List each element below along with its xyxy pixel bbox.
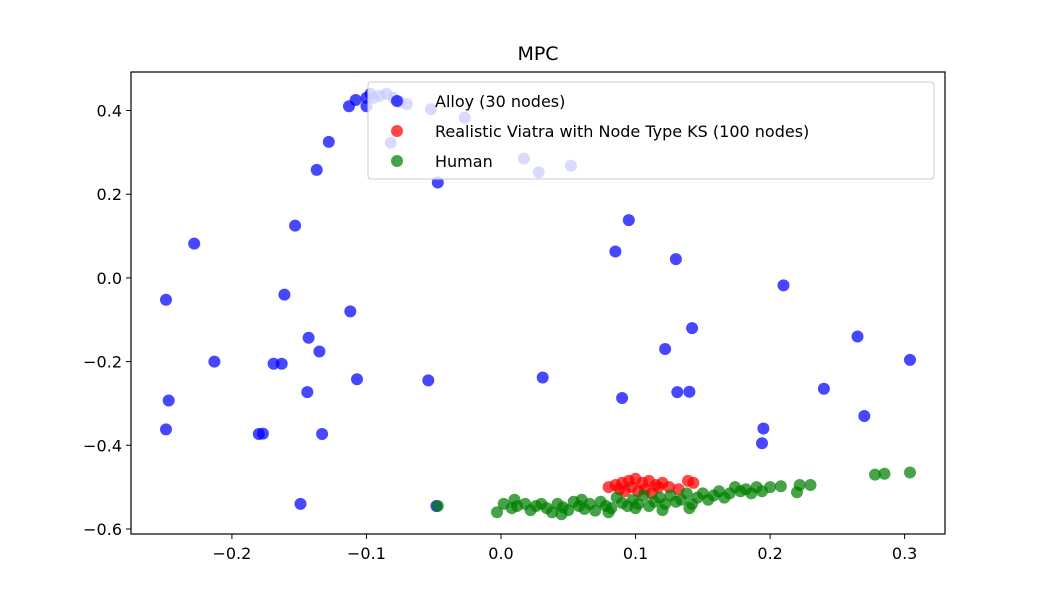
series-2-point-53 [793, 479, 806, 491]
series-2-point-56 [878, 467, 891, 480]
series-0-point-38 [294, 497, 307, 510]
legend-label-0: Alloy (30 nodes) [435, 92, 565, 111]
legend-label-1: Realistic Viatra with Node Type KS (100 … [435, 122, 809, 141]
series-0-point-21 [160, 293, 172, 306]
series-0-point-50 [851, 330, 864, 343]
series-2-point-64 [555, 508, 568, 521]
series-0-point-30 [351, 373, 363, 386]
y-tick-label: −0.2 [83, 353, 122, 372]
series-0-point-42 [669, 253, 682, 266]
series-0-point-25 [208, 355, 221, 368]
series-0-point-47 [671, 386, 684, 399]
y-tick-label: −0.4 [83, 436, 122, 455]
series-2-point-54 [804, 479, 817, 491]
series-0-point-28 [302, 331, 315, 344]
series-0-point-41 [609, 245, 622, 258]
series-2-point-55 [869, 468, 881, 481]
series-0-point-32 [301, 386, 314, 399]
x-tick-label: 0.0 [488, 544, 513, 563]
series-0-point-37 [316, 428, 329, 440]
series-2-point-59 [575, 493, 588, 506]
x-axis: −0.2 −0.1 0.0 0.1 0.2 0.3 [212, 534, 917, 563]
series-0-point-46 [536, 371, 549, 384]
series-0-point-20 [188, 237, 201, 250]
series-0-point-31 [422, 374, 435, 387]
y-axis: −0.6 −0.4 −0.2 0.0 0.2 0.4 [83, 102, 131, 539]
legend-box [367, 81, 935, 180]
legend-marker-2 [391, 155, 403, 167]
series-2 [431, 466, 916, 521]
series-0-point-43 [777, 279, 790, 292]
series-2-point-35 [680, 487, 693, 500]
series-0-point-22 [289, 219, 302, 232]
legend-marker-1 [391, 125, 403, 137]
y-tick-label: 0.0 [97, 269, 122, 288]
series-0-point-29 [313, 345, 326, 358]
series-2-point-62 [656, 504, 669, 517]
y-tick-label: 0.4 [97, 102, 122, 121]
y-tick-label: 0.2 [97, 185, 122, 204]
legend-marker-0 [391, 95, 403, 107]
series-2-point-27 [637, 489, 650, 502]
series-0-point-49 [616, 392, 629, 404]
series-1-point-11 [687, 476, 700, 489]
series-2-point-0 [431, 500, 444, 512]
series-0-point-14 [310, 163, 323, 176]
y-tick-label: −0.6 [83, 520, 122, 539]
legend-label-2: Human [435, 152, 493, 171]
series-2-point-60 [629, 502, 642, 515]
plot-frame [130, 71, 946, 535]
series-0-point-36 [256, 427, 269, 440]
x-tick-label: 0.1 [623, 544, 648, 563]
series-0-point-45 [659, 343, 672, 355]
series-2-point-51 [774, 480, 787, 493]
legend: Alloy (30 nodes) Realistic Viatra with No… [367, 81, 935, 180]
series-0-point-51 [904, 353, 916, 366]
series-0-point-55 [756, 437, 768, 450]
series-2-point-50 [764, 481, 777, 494]
series-0-point-54 [757, 422, 770, 435]
series-0-point-33 [162, 394, 175, 407]
series-0-point-19 [322, 135, 335, 148]
series-0-point-40 [622, 214, 635, 227]
series-0-point-48 [683, 385, 696, 398]
series-2-point-18 [589, 504, 602, 517]
series-0-point-23 [278, 288, 291, 301]
series-0-point-52 [817, 382, 830, 395]
chart-title: MPC [517, 43, 558, 65]
x-tick-label: 0.2 [757, 544, 782, 563]
series-2-point-63 [602, 506, 615, 519]
series-0-point-53 [858, 410, 871, 422]
series-0-point-24 [344, 305, 357, 318]
series-0-point-27 [275, 357, 288, 370]
series-0-point-34 [160, 423, 172, 436]
series-2-point-61 [683, 502, 696, 515]
series-2-point-57 [904, 466, 916, 479]
x-tick-label: −0.2 [212, 544, 251, 563]
series-2-point-58 [508, 493, 521, 506]
series-0-point-10 [343, 100, 355, 113]
x-tick-label: 0.3 [892, 544, 917, 563]
x-tick-label: −0.1 [347, 544, 386, 563]
series-2-point-1 [491, 506, 503, 519]
series-0-point-44 [686, 322, 699, 335]
